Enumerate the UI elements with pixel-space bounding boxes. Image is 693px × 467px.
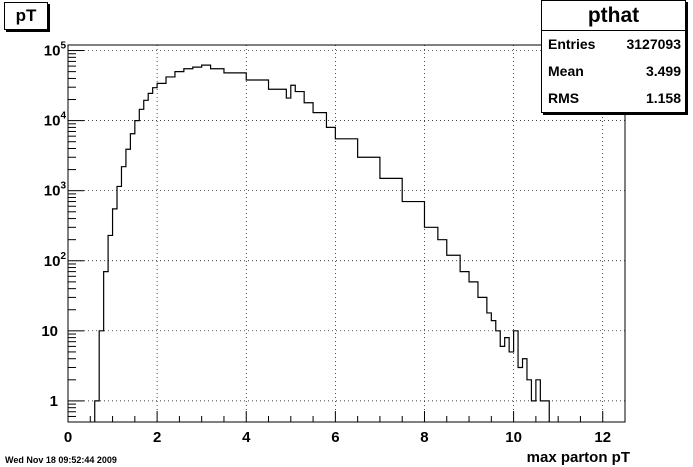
x-tick-label: 12 <box>594 429 611 446</box>
y-tick-label: 105 <box>44 41 67 60</box>
stats-label: RMS <box>548 90 580 106</box>
y-tick-label: 102 <box>44 251 67 270</box>
y-tick-label: 104 <box>44 111 67 130</box>
y-tick-label: 10 <box>41 323 58 340</box>
stats-value: 3.499 <box>645 63 681 79</box>
x-tick-label: 2 <box>153 429 161 446</box>
x-tick-label: 6 <box>331 429 339 446</box>
y-tick-label: 103 <box>44 181 67 200</box>
x-axis-title: max parton pT <box>526 449 630 466</box>
y-tick-label: 1 <box>50 393 58 410</box>
histogram-title-text: pT <box>15 6 37 25</box>
stats-value: 1.158 <box>645 90 681 106</box>
x-tick-label: 8 <box>420 429 428 446</box>
histogram-line <box>94 64 550 422</box>
histogram-title: pT <box>4 2 48 30</box>
footer-date: Wed Nov 18 09:52:44 2009 <box>5 455 117 465</box>
plot-frame <box>67 44 626 423</box>
x-tick-label: 4 <box>242 429 251 446</box>
stats-box: pthat Entries 3127093 Mean 3.499 RMS 1.1… <box>541 0 686 113</box>
stats-row-entries: Entries 3127093 <box>542 31 685 58</box>
stats-row-rms: RMS 1.158 <box>542 85 685 112</box>
stats-name: pthat <box>542 1 685 31</box>
stats-value: 3127093 <box>626 36 681 52</box>
x-tick-label: 0 <box>64 429 72 446</box>
x-tick-label: 10 <box>505 429 522 446</box>
stats-label: Mean <box>548 63 584 79</box>
stats-row-mean: Mean 3.499 <box>542 58 685 85</box>
stats-label: Entries <box>548 36 596 52</box>
